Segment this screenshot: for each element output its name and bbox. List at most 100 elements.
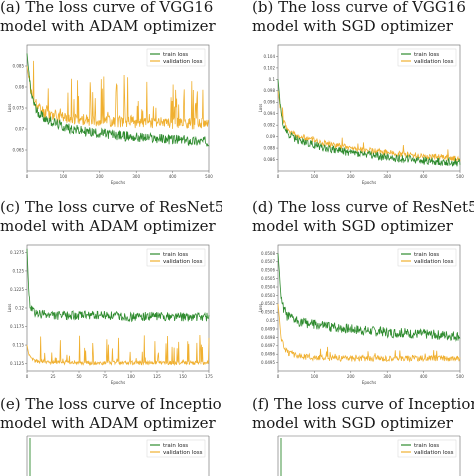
x-tick-label-d-4: 400: [420, 374, 428, 379]
y-tick-label-c-4: 0.1225: [10, 287, 24, 292]
chart-c: 0 25 50 75 100 125 150 175 0.1125 0.115 0.1175 0.12…: [5, 237, 213, 397]
x-tick-label-a-3: 300: [132, 174, 140, 179]
chart-e: train loss validation loss: [5, 435, 210, 476]
y-tick-label-b-9: 0.104: [264, 54, 276, 59]
x-tick-label-c-7: 175: [205, 374, 213, 379]
legend-label-f-0: train loss: [414, 443, 439, 449]
caption-a-line1: (a) The loss curve of VGG16: [0, 0, 214, 16]
y-tick-label-a-0: 0.065: [13, 147, 25, 152]
y-tick-label-a-2: 0.075: [13, 105, 25, 110]
x-tick-label-b-0: 0: [277, 174, 280, 179]
caption-b-line2: model with SGD optimizer: [252, 17, 453, 35]
y-tick-label-d-12: 0.0507: [261, 259, 275, 264]
y-tick-label-b-5: 0.096: [264, 100, 276, 105]
y-tick-label-a-4: 0.085: [13, 63, 25, 68]
y-tick-label-b-4: 0.094: [264, 111, 276, 116]
caption-d-line1: (d) The loss curve of ResNet50: [252, 198, 474, 216]
series-line-c-validation: [26, 335, 210, 366]
legend-box-e: [146, 439, 206, 458]
y-tick-label-b-8: 0.102: [264, 65, 276, 70]
y-tick-label-d-3: 0.0498: [261, 335, 275, 340]
y-tick-label-d-1: 0.0496: [261, 352, 275, 357]
series-line-a-train: [26, 53, 210, 147]
x-tick-label-c-3: 75: [102, 374, 108, 379]
chart-a: 0 100 200 300 400 500 0.065 0.07 0.075 0.08 0.085 E…: [5, 37, 213, 197]
caption-f-line2: model with SGD optimizer: [252, 414, 453, 432]
y-tick-label-d-11: 0.0506: [261, 268, 275, 273]
y-tick-label-d-0: 0.0495: [261, 360, 275, 365]
y-tick-label-c-6: 0.1275: [10, 250, 24, 255]
series-line-d-train: [277, 253, 461, 342]
chart-f: train loss validation loss: [256, 435, 461, 476]
y-tick-label-b-6: 0.098: [264, 88, 276, 93]
x-axis-label-a: Epochs: [111, 180, 125, 185]
legend-label-f-1: validation loss: [414, 450, 454, 456]
y-tick-label-b-7: 0.1: [269, 77, 276, 82]
x-tick-label-d-5: 500: [456, 374, 464, 379]
legend-box-f: [397, 439, 457, 458]
legend-label-e-0: train loss: [163, 443, 188, 449]
caption-d: (d) The loss curve of ResNet50 model wit…: [252, 198, 474, 236]
y-tick-label-c-5: 0.125: [13, 268, 25, 273]
series-line-b-train: [277, 79, 461, 167]
y-tick-label-d-10: 0.0505: [261, 276, 275, 281]
y-tick-label-a-1: 0.07: [15, 126, 24, 131]
x-tick-label-b-2: 200: [347, 174, 355, 179]
x-tick-label-b-5: 500: [456, 174, 464, 179]
x-tick-label-b-3: 300: [383, 174, 391, 179]
x-tick-label-d-1: 100: [311, 374, 319, 379]
x-tick-label-a-2: 200: [96, 174, 104, 179]
y-tick-label-c-3: 0.12: [15, 305, 24, 310]
x-tick-label-a-5: 500: [205, 174, 213, 179]
y-tick-label-d-6: 0.0501: [261, 310, 275, 315]
legend-box-b: [397, 48, 457, 67]
legend-label-a-0: train loss: [163, 52, 188, 58]
x-tick-label-d-3: 300: [383, 374, 391, 379]
x-tick-label-a-1: 100: [60, 174, 68, 179]
y-tick-label-d-7: 0.0502: [261, 301, 275, 306]
chart-a-svg: 0 100 200 300 400 500 0.065 0.07 0.075 0.08 0.085 E…: [7, 44, 213, 185]
y-tick-label-c-2: 0.1175: [10, 324, 24, 329]
y-tick-label-a-3: 0.08: [15, 84, 24, 89]
chart-b-svg: 0 100 200 300 400 500 0.086 0.088 0.09 0.092 0.094…: [258, 44, 464, 185]
x-axis-label-d: Epochs: [362, 380, 376, 385]
legend-label-c-0: train loss: [163, 252, 188, 258]
x-tick-label-c-1: 25: [50, 374, 56, 379]
legend-box-a: [146, 48, 206, 67]
y-axis-label-b: Loss: [258, 104, 263, 113]
y-tick-label-d-9: 0.0504: [261, 284, 275, 289]
plot-frame-b: [277, 44, 461, 172]
y-tick-label-d-4: 0.0499: [261, 326, 275, 331]
y-tick-label-b-2: 0.09: [266, 134, 275, 139]
x-tick-label-c-0: 0: [26, 374, 29, 379]
y-axis-label-d: Loss: [258, 304, 263, 313]
x-tick-label-c-5: 125: [153, 374, 161, 379]
caption-e-line2: model with ADAM optimizer: [0, 414, 216, 432]
caption-c-line1: (c) The loss curve of ResNet50: [0, 198, 222, 216]
y-tick-label-c-1: 0.115: [13, 342, 25, 347]
legend-label-b-1: validation loss: [414, 59, 454, 65]
x-tick-label-a-0: 0: [26, 174, 29, 179]
y-tick-label-d-5: 0.05: [266, 318, 275, 323]
caption-f: (f) The loss curve of InceptionV3 model …: [252, 395, 474, 433]
legend-label-d-0: train loss: [414, 252, 439, 258]
x-tick-label-d-2: 200: [347, 374, 355, 379]
caption-f-line1: (f) The loss curve of InceptionV3: [252, 395, 474, 413]
caption-b: (b) The loss curve of VGG16 model with S…: [252, 0, 474, 36]
y-tick-label-d-8: 0.0503: [261, 293, 275, 298]
caption-a-line2: model with ADAM optimizer: [0, 17, 216, 35]
y-tick-label-d-2: 0.0497: [261, 343, 275, 348]
y-tick-label-b-3: 0.092: [264, 123, 276, 128]
caption-c: (c) The loss curve of ResNet50 model wit…: [0, 198, 222, 236]
chart-d-svg: 0 100 200 300 400 500 0.0495 0.0496 0.0497 0.0498…: [258, 244, 464, 385]
x-tick-label-c-4: 100: [127, 374, 135, 379]
x-tick-label-d-0: 0: [277, 374, 280, 379]
y-tick-label-d-13: 0.0508: [261, 251, 275, 256]
series-line-c-train: [26, 248, 210, 323]
caption-b-line1: (b) The loss curve of VGG16: [252, 0, 466, 16]
legend-label-b-0: train loss: [414, 52, 439, 58]
y-tick-label-c-0: 0.1125: [10, 361, 24, 366]
chart-c-svg: 0 25 50 75 100 125 150 175 0.1125 0.115 0.1175 0.12…: [7, 244, 213, 385]
